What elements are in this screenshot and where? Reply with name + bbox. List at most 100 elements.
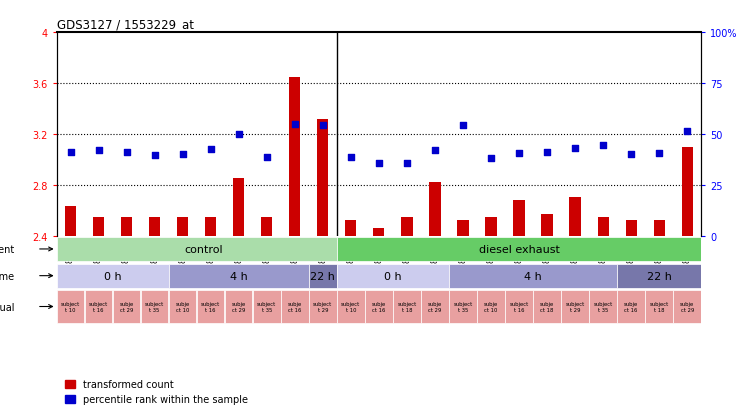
Text: subje
ct 16: subje ct 16 bbox=[624, 301, 639, 312]
Bar bbox=[225, 290, 253, 323]
Text: subject
t 10: subject t 10 bbox=[342, 301, 360, 312]
Text: subje
ct 16: subje ct 16 bbox=[288, 301, 302, 312]
Bar bbox=[477, 290, 504, 323]
Bar bbox=[513, 200, 525, 236]
Bar bbox=[421, 290, 449, 323]
Bar bbox=[597, 217, 608, 236]
Text: subject
t 18: subject t 18 bbox=[397, 301, 416, 312]
Bar bbox=[682, 147, 693, 236]
Bar bbox=[309, 290, 336, 323]
Bar bbox=[93, 217, 104, 236]
Bar bbox=[337, 290, 365, 323]
Text: subject
t 29: subject t 29 bbox=[566, 301, 584, 312]
Bar bbox=[449, 264, 617, 288]
Point bbox=[289, 121, 301, 128]
Bar bbox=[337, 237, 701, 261]
Text: agent: agent bbox=[0, 244, 14, 254]
Bar bbox=[345, 221, 357, 236]
Point bbox=[597, 142, 609, 149]
Bar bbox=[365, 290, 393, 323]
Bar bbox=[618, 290, 645, 323]
Text: 22 h: 22 h bbox=[311, 271, 336, 281]
Bar bbox=[449, 290, 477, 323]
Bar bbox=[205, 217, 216, 236]
Bar bbox=[533, 290, 561, 323]
Text: subject
t 35: subject t 35 bbox=[145, 301, 164, 312]
Legend: transformed count, percentile rank within the sample: transformed count, percentile rank withi… bbox=[61, 375, 252, 408]
Text: subject
t 18: subject t 18 bbox=[649, 301, 669, 312]
Text: subject
t 16: subject t 16 bbox=[89, 301, 109, 312]
Bar bbox=[57, 290, 84, 323]
Point bbox=[653, 150, 665, 157]
Bar bbox=[121, 217, 132, 236]
Text: subje
ct 29: subje ct 29 bbox=[231, 301, 246, 312]
Text: subject
t 10: subject t 10 bbox=[61, 301, 80, 312]
Bar bbox=[281, 290, 308, 323]
Point bbox=[261, 154, 273, 161]
Point bbox=[65, 149, 77, 156]
Bar bbox=[458, 221, 468, 236]
Point bbox=[401, 160, 413, 167]
Bar bbox=[626, 221, 636, 236]
Bar bbox=[169, 264, 309, 288]
Point bbox=[176, 152, 188, 158]
Point bbox=[457, 122, 469, 129]
Bar bbox=[57, 237, 337, 261]
Text: 0 h: 0 h bbox=[384, 271, 402, 281]
Text: subje
ct 29: subje ct 29 bbox=[119, 301, 133, 312]
Bar bbox=[85, 290, 112, 323]
Bar bbox=[373, 228, 385, 236]
Bar bbox=[337, 264, 449, 288]
Text: 4 h: 4 h bbox=[524, 271, 542, 281]
Text: 0 h: 0 h bbox=[104, 271, 121, 281]
Point bbox=[317, 122, 329, 129]
Point bbox=[149, 153, 161, 159]
Bar bbox=[617, 264, 701, 288]
Bar bbox=[141, 290, 168, 323]
Text: subject
t 35: subject t 35 bbox=[453, 301, 473, 312]
Bar bbox=[197, 290, 225, 323]
Text: control: control bbox=[185, 244, 223, 254]
Point bbox=[204, 147, 216, 153]
Bar bbox=[569, 198, 581, 236]
Bar bbox=[169, 290, 196, 323]
Bar bbox=[290, 78, 300, 236]
Text: 4 h: 4 h bbox=[230, 271, 247, 281]
Bar bbox=[65, 207, 76, 236]
Bar bbox=[261, 217, 272, 236]
Text: time: time bbox=[0, 271, 14, 281]
Bar bbox=[486, 217, 497, 236]
Text: subject
t 16: subject t 16 bbox=[201, 301, 220, 312]
Point bbox=[541, 149, 553, 156]
Point bbox=[345, 154, 357, 161]
Point bbox=[121, 149, 133, 156]
Point bbox=[93, 148, 105, 154]
Text: subje
ct 10: subje ct 10 bbox=[484, 301, 498, 312]
Bar bbox=[401, 217, 412, 236]
Bar bbox=[590, 290, 617, 323]
Point bbox=[513, 150, 525, 157]
Bar bbox=[317, 119, 329, 236]
Point bbox=[625, 152, 637, 158]
Bar bbox=[113, 290, 140, 323]
Point bbox=[681, 129, 693, 135]
Point bbox=[569, 145, 581, 152]
Text: subje
ct 29: subje ct 29 bbox=[428, 301, 442, 312]
Text: subje
ct 29: subje ct 29 bbox=[680, 301, 694, 312]
Bar bbox=[253, 290, 280, 323]
Bar bbox=[541, 214, 553, 236]
Text: individual: individual bbox=[0, 302, 14, 312]
Bar bbox=[393, 290, 421, 323]
Text: subject
t 35: subject t 35 bbox=[593, 301, 613, 312]
Bar bbox=[177, 217, 188, 236]
Text: subje
ct 10: subje ct 10 bbox=[176, 301, 190, 312]
Point bbox=[233, 131, 245, 138]
Text: GDS3127 / 1553229_at: GDS3127 / 1553229_at bbox=[57, 18, 194, 31]
Point bbox=[485, 155, 497, 162]
Bar bbox=[562, 290, 589, 323]
Text: diesel exhaust: diesel exhaust bbox=[479, 244, 559, 254]
Bar bbox=[505, 290, 533, 323]
Text: subject
t 29: subject t 29 bbox=[313, 301, 333, 312]
Bar bbox=[57, 264, 169, 288]
Text: subje
ct 16: subje ct 16 bbox=[372, 301, 386, 312]
